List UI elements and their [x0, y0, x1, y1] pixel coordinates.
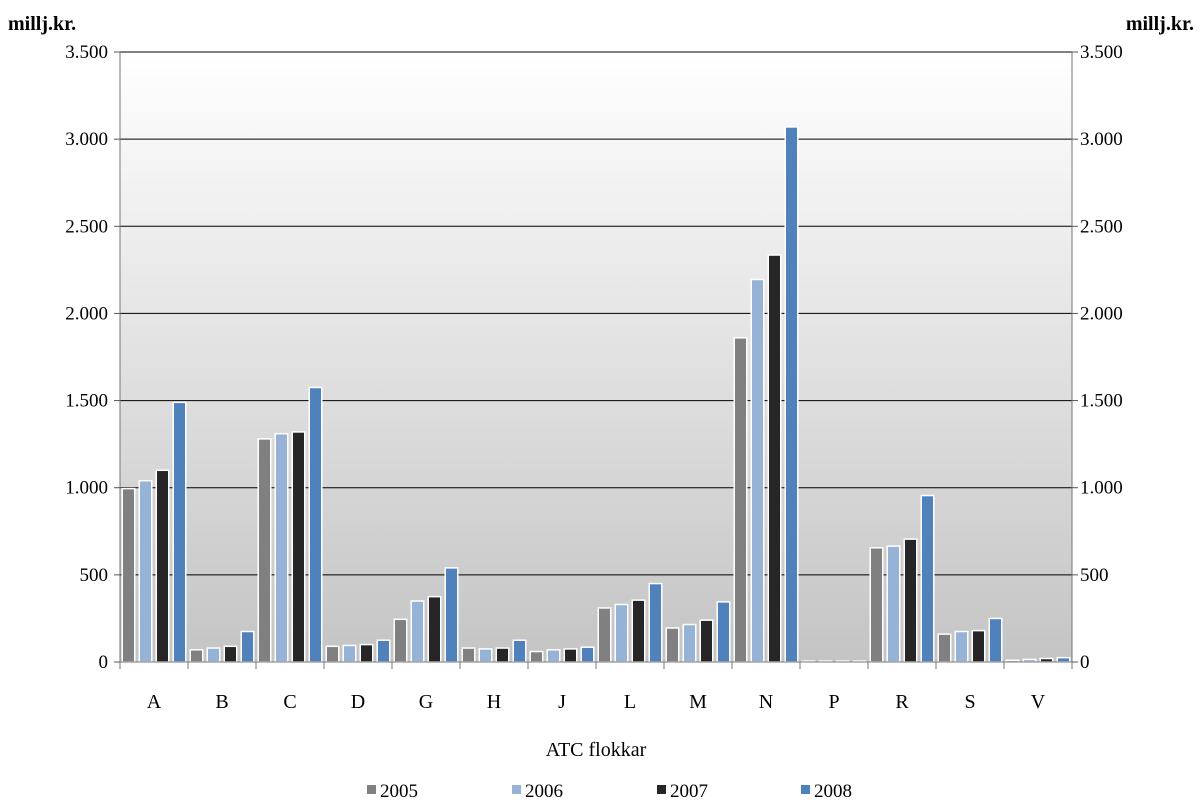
y-tick-label-left: 2.000: [65, 303, 108, 324]
y-tick-label-right: 3.000: [1080, 129, 1123, 150]
bar: [597, 607, 612, 663]
bar: [308, 386, 323, 663]
y-tick-label-left: 500: [80, 565, 109, 586]
bar: [1039, 657, 1054, 663]
category-label: J: [558, 691, 566, 713]
legend-swatch: [801, 785, 810, 794]
y-axis-right-ticks: 0 500 1.000 1.500 2.000 2.500 3.000 3.500: [1072, 42, 1123, 673]
y-tick-label-right: 3.500: [1080, 42, 1123, 63]
y-tick-label-right: 2.500: [1080, 216, 1123, 237]
category-label: L: [624, 691, 636, 713]
bar: [631, 599, 646, 663]
bar: [665, 627, 680, 663]
bar: [903, 538, 918, 663]
category-label: N: [759, 691, 773, 713]
category-label: G: [419, 691, 433, 713]
bar: [682, 623, 697, 663]
bar: [699, 619, 714, 663]
category-label: A: [147, 691, 162, 713]
category-label: D: [351, 691, 365, 713]
bar: [495, 647, 510, 663]
axes: [119, 52, 1073, 669]
bar: [767, 254, 782, 663]
bar: [325, 645, 340, 663]
bar: [920, 494, 935, 663]
bar: [614, 603, 629, 663]
y-tick-label-left: 0: [99, 652, 109, 673]
bar: [274, 432, 289, 663]
bar: [869, 547, 884, 663]
bar: [478, 648, 493, 663]
bar: [138, 479, 153, 663]
bar: [359, 643, 374, 663]
bar: [376, 639, 391, 663]
legend-swatch: [512, 785, 521, 794]
bar: [546, 649, 561, 663]
bar: [155, 469, 170, 663]
bar: [342, 644, 357, 663]
y-unit-label-left: millj.kr.: [8, 13, 76, 35]
bar: [172, 401, 187, 663]
legend-swatch: [657, 785, 666, 794]
bar: [648, 582, 663, 663]
category-label: H: [487, 691, 501, 713]
bar: [954, 630, 969, 663]
category-label: B: [215, 691, 228, 713]
legend: 2005 2006 2007 2008: [367, 781, 852, 802]
category-label: C: [283, 691, 296, 713]
y-tick-label-left: 1.500: [65, 391, 108, 412]
bar: [189, 649, 204, 663]
category-label: R: [895, 691, 909, 713]
y-tick-label-right: 1.500: [1080, 391, 1123, 412]
y-tick-label-right: 2.000: [1080, 303, 1123, 324]
bar: [886, 545, 901, 663]
y-axis-left-ticks: 0 500 1.000 1.500 2.000 2.500 3.000 3.500: [65, 42, 120, 673]
y-tick-label-left: 1.000: [65, 478, 108, 499]
bar: [240, 630, 255, 663]
y-tick-label-left: 3.500: [65, 42, 108, 63]
bar: [988, 617, 1003, 663]
bar: [512, 639, 527, 663]
y-unit-label-right: millj.kr.: [1126, 13, 1194, 35]
bar: [427, 595, 442, 663]
bar: [529, 650, 544, 663]
bar: [580, 646, 595, 663]
bar: [461, 647, 476, 663]
y-tick-label-left: 3.000: [65, 129, 108, 150]
bar: [750, 278, 765, 663]
bar: [971, 629, 986, 663]
category-label: S: [964, 691, 975, 713]
bar: [444, 567, 459, 663]
bar: [121, 487, 136, 663]
bar: [410, 600, 425, 663]
x-axis-title: ATC flokkar: [546, 739, 647, 761]
legend-label: 2008: [814, 781, 852, 802]
bar: [716, 601, 731, 663]
bar: [1056, 656, 1071, 663]
bar: [206, 647, 221, 663]
bar: [563, 648, 578, 663]
bar: [937, 633, 952, 663]
bar: [291, 431, 306, 663]
legend-label: 2005: [380, 781, 418, 802]
category-label: M: [689, 691, 707, 713]
category-label: P: [828, 691, 839, 713]
bar: [257, 438, 272, 663]
bar: [393, 618, 408, 663]
bars: [121, 126, 1071, 663]
legend-label: 2006: [525, 781, 563, 802]
legend-swatch: [367, 785, 376, 794]
bar: [223, 645, 238, 663]
bar: [733, 337, 748, 663]
legend-label: 2007: [670, 781, 708, 802]
y-tick-label-left: 2.500: [65, 216, 108, 237]
bar: [784, 126, 799, 663]
y-tick-label-right: 0: [1080, 652, 1090, 673]
y-tick-label-right: 1.000: [1080, 478, 1123, 499]
y-tick-label-right: 500: [1080, 565, 1109, 586]
category-label: V: [1031, 691, 1046, 713]
